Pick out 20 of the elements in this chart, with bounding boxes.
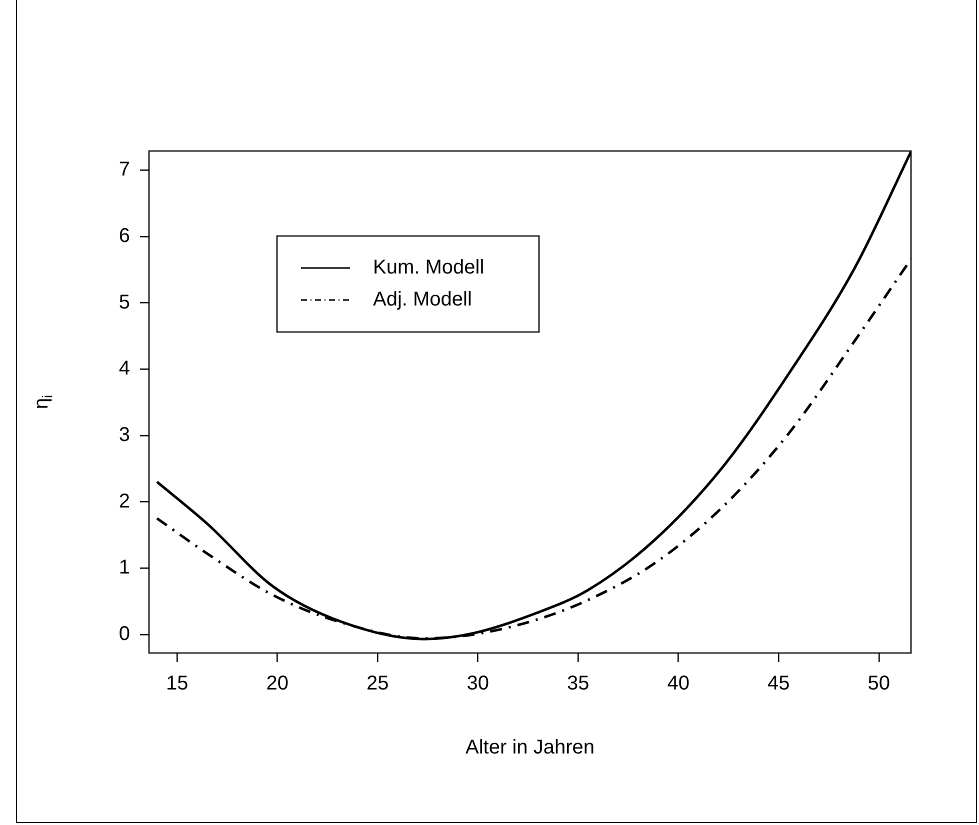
y-axis-title: ηi	[30, 394, 55, 410]
x-tick-label: 45	[768, 672, 790, 695]
y-tick-label: 4	[118, 358, 130, 380]
legend-label: Kum. Modell	[373, 256, 484, 279]
y-tick-label: 7	[118, 158, 130, 181]
x-tick-label: 35	[567, 672, 590, 695]
x-tick-label: 50	[868, 672, 890, 695]
x-tick-label: 40	[667, 672, 690, 695]
x-axis-title: Alter in Jahren	[466, 736, 594, 759]
legend-label: Adj. Modell	[373, 288, 472, 311]
y-tick-label: 5	[118, 291, 130, 314]
y-tick-label: 1	[118, 556, 130, 579]
y-tick-label: 3	[118, 424, 130, 446]
x-tick-label: 20	[266, 672, 288, 695]
x-tick-label: 30	[466, 672, 489, 695]
x-tick-label: 15	[166, 672, 188, 695]
y-tick-label: 6	[118, 225, 130, 248]
x-tick-label: 25	[366, 672, 389, 695]
y-tick-label: 0	[118, 622, 130, 645]
y-tick-label: 2	[118, 490, 130, 512]
